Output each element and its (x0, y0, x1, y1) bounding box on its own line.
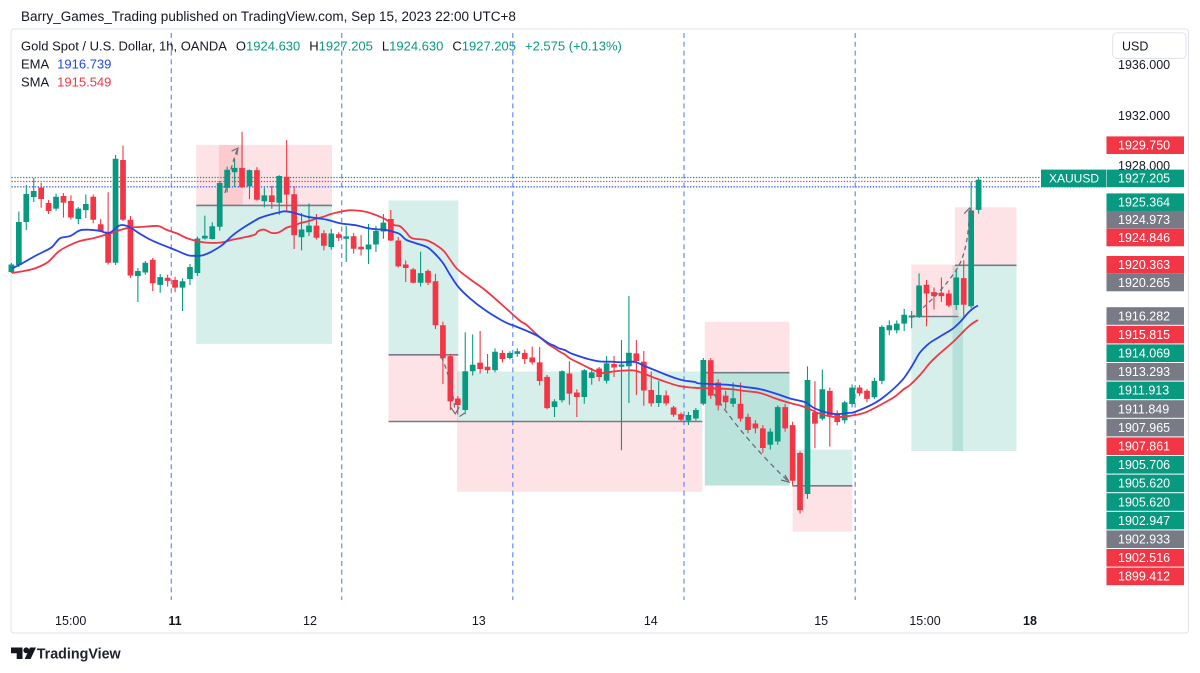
svg-text:1920.265: 1920.265 (1118, 276, 1170, 290)
svg-text:12: 12 (303, 614, 317, 628)
svg-text:1924.846: 1924.846 (1118, 231, 1170, 245)
svg-text:Barry_Games_Trading published: Barry_Games_Trading published on Trading… (21, 9, 516, 24)
svg-text:1925.364: 1925.364 (1118, 196, 1170, 210)
svg-text:1914.069: 1914.069 (1118, 347, 1170, 361)
svg-text:1911.849: 1911.849 (1118, 402, 1169, 416)
svg-text:XAUUSD: XAUUSD (1049, 172, 1099, 186)
svg-text:1905.620: 1905.620 (1118, 477, 1170, 491)
svg-text:13: 13 (472, 614, 486, 628)
svg-text:1913.293: 1913.293 (1118, 365, 1170, 379)
svg-text:1929.750: 1929.750 (1118, 139, 1170, 153)
svg-text:1905.706: 1905.706 (1118, 458, 1170, 472)
svg-text:14: 14 (644, 614, 658, 628)
svg-text:1905.620: 1905.620 (1118, 495, 1170, 509)
svg-text:1907.861: 1907.861 (1118, 440, 1170, 454)
svg-text:1924.973: 1924.973 (1118, 213, 1170, 227)
svg-text:15: 15 (814, 614, 828, 628)
svg-text:1899.412: 1899.412 (1118, 570, 1170, 584)
svg-text:11: 11 (168, 614, 181, 628)
svg-text:USD: USD (1122, 40, 1148, 54)
svg-text:1916.282: 1916.282 (1118, 309, 1170, 323)
svg-text:1907.965: 1907.965 (1118, 421, 1170, 435)
svg-text:1902.947: 1902.947 (1118, 514, 1170, 528)
svg-text:18: 18 (1023, 614, 1037, 628)
svg-text:1911.913: 1911.913 (1118, 384, 1169, 398)
svg-text:1915.815: 1915.815 (1118, 328, 1170, 342)
svg-text:1927.205: 1927.205 (1118, 172, 1170, 186)
svg-text:1932.000: 1932.000 (1118, 109, 1170, 123)
svg-text:Gold Spot / U.S. Dollar, 1h, O: Gold Spot / U.S. Dollar, 1h, OANDA O1924.… (21, 39, 622, 54)
svg-text:1902.516: 1902.516 (1118, 551, 1170, 565)
svg-text:1902.933: 1902.933 (1118, 533, 1170, 547)
svg-text:15:00: 15:00 (55, 614, 86, 628)
svg-text:1936.000: 1936.000 (1118, 58, 1170, 72)
svg-text:15:00: 15:00 (909, 614, 940, 628)
svg-text:1920.363: 1920.363 (1118, 258, 1170, 272)
svg-text:TradingView: TradingView (37, 647, 122, 663)
